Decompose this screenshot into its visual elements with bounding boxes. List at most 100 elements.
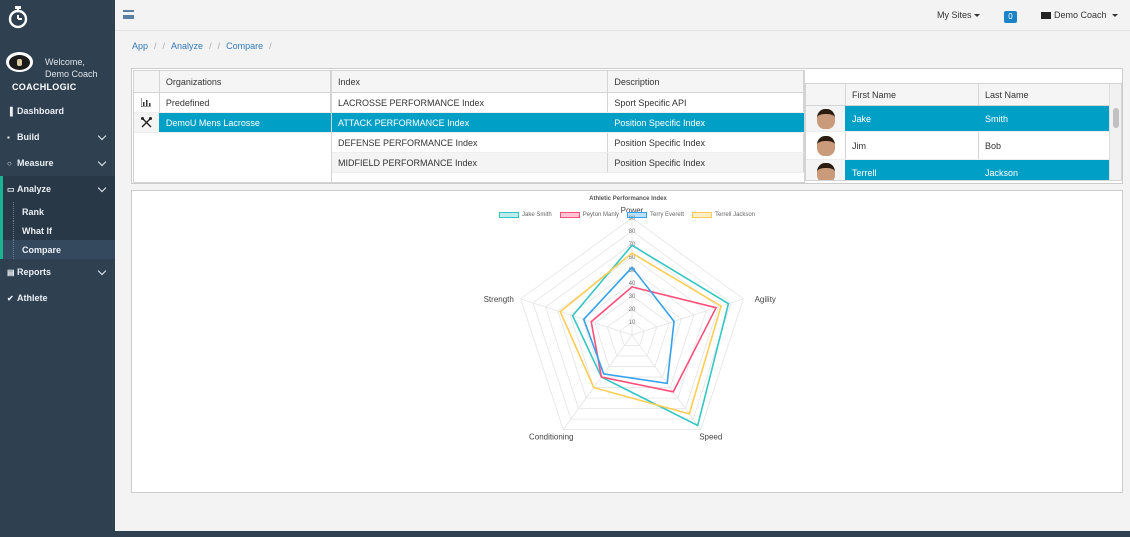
- sidebar-item-analyze[interactable]: ▭ Analyze: [0, 176, 115, 202]
- my-sites-dropdown[interactable]: My Sites: [937, 10, 980, 20]
- caret-down-icon: [1111, 13, 1118, 17]
- column-header-description[interactable]: Description: [608, 71, 804, 92]
- legend-item[interactable]: Terrell Jackson: [692, 212, 755, 218]
- legend-label: Terrell Jackson: [715, 212, 756, 218]
- legend-label: Peyton Manly: [582, 212, 620, 218]
- top-bar: My Sites 0 Demo Coach: [115, 0, 1130, 31]
- athlete-photo: [806, 132, 846, 159]
- legend-swatch-2: [627, 212, 648, 218]
- radar-series-3: [559, 252, 722, 415]
- radar-grid-ring: [520, 217, 744, 431]
- stopwatch-icon: ○: [7, 158, 12, 168]
- sidebar-item-dashboard[interactable]: ▐ Dashboard: [0, 98, 115, 124]
- legend-swatch-0: [499, 212, 519, 218]
- chart-title: Athletic Performance Index: [589, 196, 667, 202]
- sidebar-item-measure[interactable]: ○ Measure: [0, 150, 115, 176]
- sidebar-item-label: Dashboard: [17, 106, 65, 116]
- sidebar-item-athlete[interactable]: ✔ Athlete: [0, 285, 115, 311]
- radar-grid-ring: [532, 230, 732, 420]
- organizations-grid: Organizations Predefined DemoU Mens Lacr…: [133, 70, 332, 183]
- column-header-index[interactable]: Index: [332, 71, 609, 92]
- radar-spoke: [631, 334, 702, 430]
- sidebar-item-label: Build: [17, 132, 40, 142]
- athlete-row-selected[interactable]: Terrell Jackson: [806, 160, 1121, 180]
- breadcrumb-analyze[interactable]: Analyze: [171, 41, 204, 51]
- brand-name: COACHLOGIC: [12, 82, 77, 92]
- chart-panel: 10 20 30 40 50 60 70 80 90 Power Agility Speed Condi…: [131, 190, 1123, 493]
- monitor-icon: ▭: [7, 184, 15, 194]
- index-row-selected[interactable]: ATTACK PERFORMANCE Index Position Specif…: [332, 113, 804, 133]
- sidebar-nav: ▐ Dashboard ▪ Build ○ Measure ▭ Analyze …: [0, 98, 115, 311]
- sidebar-item-reports[interactable]: ▤ Reports: [0, 259, 115, 285]
- radar-grid-ring: [594, 295, 670, 367]
- chevron-down-icon: [97, 131, 107, 141]
- my-sites-label: My Sites: [937, 10, 972, 20]
- column-header-last-name[interactable]: Last Name: [979, 84, 1110, 105]
- chevron-down-icon: [97, 183, 107, 193]
- chart-legend: Jake Smith Peyton Manly Terry Everett Te…: [499, 212, 755, 218]
- grid-header: Organizations: [134, 71, 331, 93]
- chart-icon: [134, 93, 160, 112]
- check-icon: ✔: [7, 293, 14, 303]
- index-row[interactable]: LACROSSE PERFORMANCE Index Sport Specifi…: [332, 93, 804, 113]
- radar-axis-label: Agility: [755, 295, 776, 304]
- footer-bar: [115, 531, 1130, 537]
- radar-tick-label: 80: [629, 229, 636, 235]
- radar-spoke: [562, 334, 633, 430]
- index-name: DEFENSE PERFORMANCE Index: [332, 133, 609, 152]
- avatar[interactable]: [6, 52, 33, 72]
- grid-header: First Name Last Name: [806, 84, 1121, 106]
- org-row-predefined[interactable]: Predefined: [134, 93, 331, 113]
- column-header-organizations[interactable]: Organizations: [160, 71, 331, 92]
- welcome-line: Welcome,: [45, 57, 85, 67]
- sidebar-item-build[interactable]: ▪ Build: [0, 124, 115, 150]
- hamburger-menu-icon[interactable]: [123, 10, 134, 19]
- org-row-demou-mens-lacrosse[interactable]: DemoU Mens Lacrosse: [134, 113, 331, 133]
- athlete-last-name: Bob: [979, 132, 1110, 159]
- athletes-grid: First Name Last Name Jake Smith Jim Bob …: [805, 83, 1122, 181]
- breadcrumb-compare[interactable]: Compare: [226, 41, 264, 51]
- user-dropdown[interactable]: Demo Coach: [1041, 10, 1118, 20]
- lacrosse-sticks-icon: [134, 113, 160, 132]
- sidebar-item-label: Athlete: [17, 293, 48, 303]
- athlete-row-selected[interactable]: Jake Smith: [806, 106, 1121, 132]
- index-name: ATTACK PERFORMANCE Index: [332, 113, 609, 132]
- user-name: Demo Coach: [45, 69, 98, 79]
- radar-tick-label: 90: [629, 216, 636, 222]
- welcome-text: Welcome, Demo Coach: [45, 56, 98, 80]
- legend-item[interactable]: Jake Smith: [499, 212, 552, 218]
- radar-spoke: [631, 298, 744, 336]
- column-header-first-name[interactable]: First Name: [846, 84, 979, 105]
- breadcrumb-app[interactable]: App: [132, 41, 149, 51]
- scrollbar-thumb[interactable]: [1113, 108, 1119, 128]
- index-row[interactable]: DEFENSE PERFORMANCE Index Position Speci…: [332, 133, 804, 153]
- index-name: MIDFIELD PERFORMANCE Index: [332, 153, 609, 172]
- sidebar-subitem-compare[interactable]: Compare: [3, 240, 115, 259]
- briefcase-icon: ▪: [7, 132, 10, 142]
- legend-item[interactable]: Peyton Manly: [559, 212, 620, 218]
- index-description: Position Specific Index: [608, 113, 804, 132]
- sidebar-item-label: Analyze: [17, 184, 52, 194]
- athletes-scrollbar[interactable]: [1109, 84, 1121, 180]
- icon-column-header: [134, 71, 160, 92]
- legend-item[interactable]: Terry Everett: [627, 212, 684, 218]
- analyze-submenu: Rank What If Compare: [0, 202, 115, 259]
- radar-axis-label: Strength: [484, 295, 514, 304]
- stopwatch-logo-icon[interactable]: [8, 4, 28, 30]
- sidebar-item-label: Measure: [17, 158, 54, 168]
- sidebar-subitem-what-if[interactable]: What If: [3, 221, 115, 240]
- radar-grid-ring: [619, 321, 645, 346]
- athlete-last-name: Smith: [979, 106, 1110, 131]
- notification-badge[interactable]: 0: [1004, 11, 1017, 23]
- index-description: Position Specific Index: [608, 133, 804, 152]
- radar-tick-label: 40: [629, 281, 636, 287]
- breadcrumb-separator: /: [209, 41, 212, 51]
- sidebar-subitem-rank[interactable]: Rank: [3, 202, 115, 221]
- index-row[interactable]: MIDFIELD PERFORMANCE Index Position Spec…: [332, 153, 804, 173]
- breadcrumb: App / / Analyze / / Compare /: [132, 41, 272, 51]
- index-name: LACROSSE PERFORMANCE Index: [332, 93, 609, 112]
- athlete-row[interactable]: Jim Bob: [806, 132, 1121, 160]
- radar-tick-label: 20: [629, 307, 636, 313]
- athlete-first-name: Terrell: [846, 160, 979, 180]
- legend-swatch-3: [692, 212, 713, 218]
